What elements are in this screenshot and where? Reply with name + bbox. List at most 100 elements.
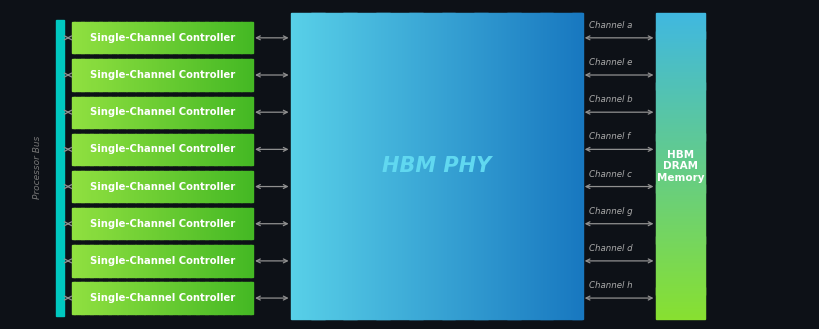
Bar	[655, 97, 704, 98]
Bar	[655, 294, 704, 296]
Bar	[549, 13, 550, 319]
Bar	[214, 245, 216, 276]
Bar	[185, 134, 188, 165]
Bar	[156, 134, 158, 165]
Bar	[655, 105, 704, 106]
Bar	[569, 13, 570, 319]
Bar	[120, 282, 122, 314]
Bar	[576, 13, 577, 319]
Bar	[171, 59, 174, 90]
Bar	[142, 97, 145, 128]
Bar	[201, 22, 203, 53]
Bar	[167, 282, 170, 314]
Bar	[198, 97, 201, 128]
Bar	[339, 13, 341, 319]
Bar	[655, 76, 704, 77]
Bar	[169, 97, 172, 128]
Bar	[538, 13, 539, 319]
Bar	[72, 245, 75, 276]
Bar	[223, 282, 226, 314]
Bar	[655, 35, 704, 36]
Bar	[111, 59, 113, 90]
Bar	[225, 208, 228, 240]
Bar	[160, 245, 162, 276]
Bar	[187, 134, 190, 165]
Bar	[174, 59, 176, 90]
Bar	[135, 171, 138, 202]
Bar	[187, 245, 190, 276]
Bar	[655, 219, 704, 220]
Bar	[158, 97, 161, 128]
Bar	[108, 59, 111, 90]
Bar	[446, 13, 447, 319]
Bar	[97, 59, 100, 90]
Bar	[234, 134, 237, 165]
Bar	[216, 134, 219, 165]
Bar	[655, 207, 704, 208]
Bar	[301, 13, 302, 319]
Text: Single-Channel Controller: Single-Channel Controller	[89, 256, 235, 266]
Bar	[234, 22, 237, 53]
Bar	[480, 13, 481, 319]
Bar	[167, 245, 170, 276]
Bar	[88, 245, 91, 276]
Bar	[432, 13, 433, 319]
Bar	[124, 208, 126, 240]
Bar	[247, 22, 251, 53]
Bar	[406, 13, 408, 319]
Bar	[99, 59, 102, 90]
Bar	[655, 213, 704, 214]
Bar	[196, 245, 198, 276]
Text: Single-Channel Controller: Single-Channel Controller	[89, 33, 235, 43]
Bar	[247, 245, 251, 276]
Bar	[178, 282, 180, 314]
Bar	[205, 208, 208, 240]
Bar	[77, 134, 79, 165]
Bar	[167, 208, 170, 240]
Bar	[297, 13, 299, 319]
Bar	[571, 13, 572, 319]
Bar	[655, 188, 704, 189]
Bar	[149, 245, 152, 276]
Bar	[655, 307, 704, 308]
Bar	[198, 59, 201, 90]
Bar	[180, 97, 183, 128]
Bar	[153, 282, 156, 314]
Bar	[655, 172, 704, 173]
Bar	[211, 282, 215, 314]
Bar	[147, 171, 149, 202]
Bar	[139, 245, 143, 276]
Bar	[75, 282, 77, 314]
Bar	[537, 13, 538, 319]
Bar	[133, 282, 136, 314]
Bar	[655, 93, 704, 95]
Bar	[156, 22, 158, 53]
Bar	[88, 208, 91, 240]
Bar	[410, 13, 411, 319]
Bar	[655, 112, 704, 113]
Bar	[216, 171, 219, 202]
Bar	[102, 134, 104, 165]
Bar	[323, 13, 324, 319]
Bar	[655, 48, 704, 49]
Bar	[444, 13, 446, 319]
Bar	[655, 69, 704, 70]
Bar	[459, 13, 461, 319]
Bar	[241, 22, 244, 53]
Bar	[655, 144, 704, 146]
Bar	[149, 22, 152, 53]
Bar	[72, 134, 75, 165]
Bar	[434, 13, 436, 319]
Bar	[178, 245, 180, 276]
Bar	[655, 132, 704, 134]
Bar	[655, 216, 704, 217]
Bar	[117, 22, 120, 53]
Bar	[295, 13, 296, 319]
Text: Processor Bus: Processor Bus	[34, 136, 42, 199]
Bar	[94, 208, 97, 240]
Bar	[655, 288, 704, 290]
Bar	[398, 13, 400, 319]
Bar	[387, 13, 388, 319]
Bar	[126, 282, 129, 314]
Bar	[117, 208, 120, 240]
